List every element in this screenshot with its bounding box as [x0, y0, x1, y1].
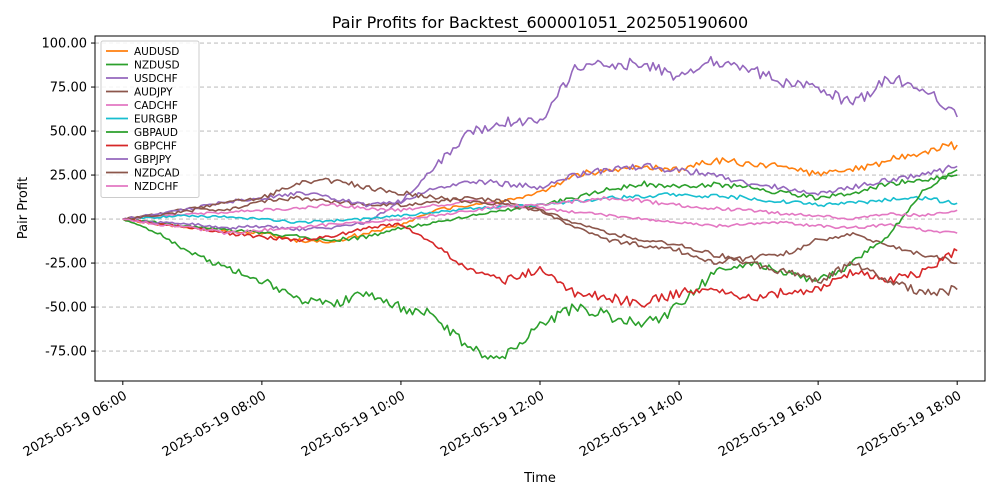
legend-label: GBPCHF	[134, 140, 177, 152]
x-tick-label: 2025-05-19 12:00	[438, 388, 547, 460]
legend-label: AUDJPY	[134, 86, 173, 98]
legend-label: NZDCAD	[134, 167, 180, 179]
grid	[95, 42, 985, 352]
x-tick-label: 2025-05-19 06:00	[21, 388, 130, 460]
series-line-nzdcad	[122, 177, 958, 297]
legend-label: CADCHF	[134, 100, 178, 112]
legend-label: NZDCHF	[134, 181, 178, 193]
y-tick-label: -25.00	[45, 257, 87, 272]
x-tick-label: 2025-05-19 18:00	[855, 388, 964, 460]
y-tick-label: 0.00	[58, 213, 87, 228]
y-tick-label: 50.00	[50, 125, 87, 140]
x-axis: 2025-05-19 06:00 2025-05-19 08:00 2025-05-…	[21, 381, 964, 460]
y-tick-label: 100.00	[42, 37, 88, 52]
legend-label: EURGBP	[134, 113, 177, 125]
series-group	[122, 55, 958, 360]
series-line-usdchf	[122, 55, 958, 232]
y-tick-label: -75.00	[45, 345, 87, 360]
legend-label: GBPAUD	[134, 127, 178, 139]
y-tick-label: 75.00	[50, 81, 87, 96]
series-line-gbpchf	[122, 218, 958, 308]
x-axis-label: Time	[523, 471, 556, 486]
x-tick-label: 2025-05-19 16:00	[716, 388, 825, 460]
series-line-cadchf	[122, 199, 958, 234]
legend-label: AUDUSD	[134, 46, 179, 58]
y-axis: -75.00 -50.00 -25.00 0.00 25.00 50.00 75.00 100…	[42, 37, 95, 360]
series-line-gbpaud	[122, 169, 958, 360]
y-tick-label: -50.00	[45, 301, 87, 316]
legend-label: GBPJPY	[134, 154, 172, 166]
chart-title: Pair Profits for Backtest_600001051_2025…	[332, 13, 748, 33]
x-tick-label: 2025-05-19 14:00	[577, 388, 686, 460]
series-line-audusd	[122, 141, 958, 244]
series-line-gbpjpy	[122, 162, 958, 220]
legend-label: NZDUSD	[134, 59, 180, 71]
series-line-nzdchf	[122, 196, 958, 235]
y-tick-label: 25.00	[50, 169, 87, 184]
x-tick-label: 2025-05-19 08:00	[160, 388, 269, 460]
legend-label: USDCHF	[134, 73, 178, 85]
x-tick-label: 2025-05-19 10:00	[299, 388, 408, 460]
y-axis-label: Pair Profit	[16, 177, 31, 239]
